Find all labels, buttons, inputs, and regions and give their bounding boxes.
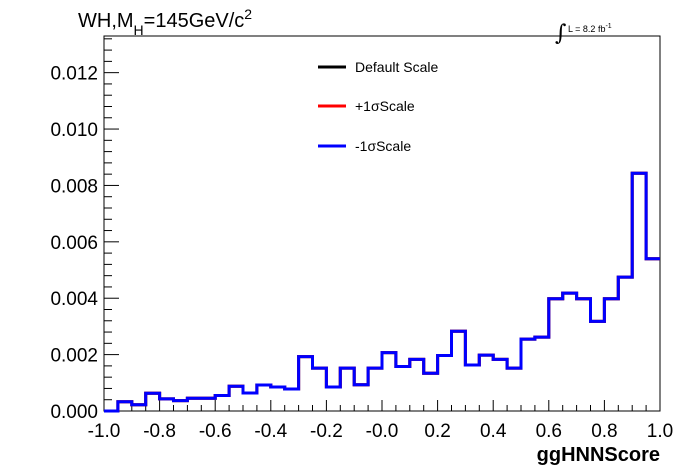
legend-label: +1σScale <box>355 98 415 114</box>
series-layer <box>104 171 660 413</box>
y-tick-label: 0.010 <box>50 120 98 141</box>
y-tick-label: 0.008 <box>50 176 98 197</box>
legend: Default Scale +1σScale -1σScale <box>318 59 438 154</box>
title-main: WH,M <box>78 10 134 32</box>
series-line-2 <box>104 171 660 413</box>
integral-symbol: ∫ <box>555 21 567 46</box>
y-tick-label: 0.000 <box>50 402 98 423</box>
axis-ticks: -1.0 -0.8 -0.6 -0.4 -0.2 -0.0 0.2 0.4 0.6 0.8 1.0 0… <box>50 38 673 442</box>
title-superscript: 2 <box>244 6 252 22</box>
title-rest: =145GeV/c <box>144 10 245 32</box>
x-tick-label: -0.8 <box>143 421 176 442</box>
x-tick-label: 0.8 <box>591 421 617 442</box>
x-tick-label: 0.2 <box>424 421 450 442</box>
luminosity-label: L = 8.2 fb-1 <box>568 23 612 34</box>
y-tick-label: 0.012 <box>50 64 98 85</box>
legend-label: Default Scale <box>355 59 438 75</box>
x-tick-label: 0.6 <box>536 421 562 442</box>
x-tick-label: -0.4 <box>254 421 287 442</box>
x-tick-label: -0.2 <box>310 421 343 442</box>
y-tick-label: 0.004 <box>50 289 98 310</box>
x-tick-label: 1.0 <box>647 421 673 442</box>
y-tick-label: 0.002 <box>50 346 98 367</box>
y-tick-label: 0.006 <box>50 233 98 254</box>
legend-label: -1σScale <box>355 138 411 154</box>
luminosity-value: L = 8.2 fb <box>568 24 605 34</box>
chart-title: WH,MH=145GeV/c2 <box>78 6 252 38</box>
x-tick-label: -1.0 <box>88 421 121 442</box>
luminosity-superscript: -1 <box>605 23 611 30</box>
title-subscript: H <box>134 22 144 38</box>
x-tick-label: 0.4 <box>480 421 507 442</box>
x-tick-label: -0.6 <box>199 421 232 442</box>
x-tick-label: -0.0 <box>366 421 399 442</box>
x-axis-label: ggHNNScore <box>537 444 660 466</box>
